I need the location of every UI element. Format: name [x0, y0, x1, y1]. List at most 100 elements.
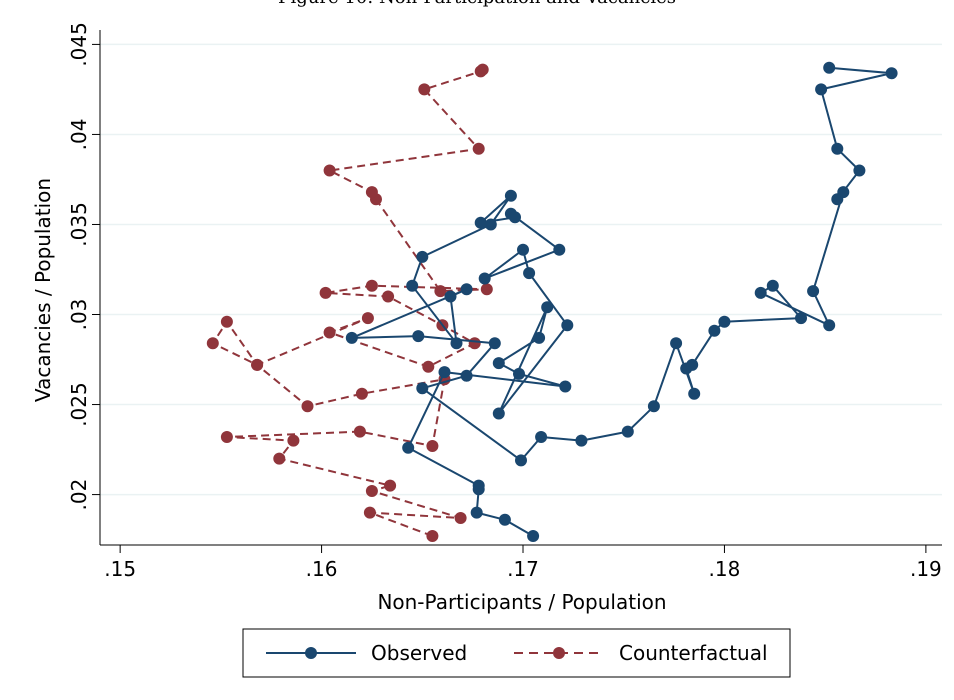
series-counterfactual-point [301, 400, 314, 413]
series-observed-point [478, 272, 491, 285]
series-observed-point [535, 431, 548, 443]
series-observed-point [488, 337, 501, 350]
series-observed-point [492, 407, 505, 420]
series-counterfactual-point [472, 142, 485, 155]
series-observed-point [402, 441, 415, 454]
series-counterfactual-point [355, 387, 368, 400]
series-observed-point [460, 369, 473, 382]
series-observed-point [504, 189, 517, 202]
series-observed-point [670, 337, 683, 350]
series-observed-point [416, 382, 429, 395]
series-observed-point [795, 312, 807, 325]
series-observed-point [807, 285, 820, 298]
series-counterfactual-point [382, 290, 395, 303]
series-observed-point [885, 67, 898, 80]
series-observed-point [523, 267, 536, 280]
legend-observed-label: Observed [371, 641, 467, 665]
series-observed-point [444, 290, 457, 303]
series-counterfactual-point [287, 434, 300, 447]
series-observed-point [621, 425, 634, 438]
series-counterfactual-point [476, 63, 489, 76]
series-observed-point [823, 319, 836, 332]
series-counterfactual-point [480, 283, 493, 296]
series-observed-point [561, 319, 574, 332]
series-counterfactual-line [211, 68, 488, 537]
series-counterfactual-point [220, 315, 233, 328]
series-observed-point [754, 286, 767, 299]
series-observed-point [527, 530, 540, 542]
series-observed-point [412, 330, 425, 343]
x-tick-label: .19 [910, 557, 942, 581]
series-counterfactual-point [365, 485, 378, 497]
x-tick-label: .18 [709, 557, 741, 581]
series-counterfactual-point [434, 285, 447, 298]
series-counterfactual-point [426, 530, 439, 542]
series-observed-point [484, 218, 497, 231]
x-tick-label: .16 [306, 557, 338, 581]
series-observed-point [831, 142, 844, 155]
series-counterfactual-point [384, 479, 397, 492]
y-axis-title: Vacancies / Population [31, 178, 55, 402]
series-observed-point [513, 367, 525, 380]
series-observed-point [460, 283, 473, 296]
series-counterfactual-point [365, 279, 378, 292]
x-axis-title: Non-Participants / Population [377, 590, 666, 614]
series-counterfactual-point [323, 326, 336, 339]
series-observed-point [450, 337, 463, 350]
series-counterfactual-point [251, 358, 264, 371]
x-tick-label: .15 [104, 557, 136, 581]
y-tick-label: .03 [67, 299, 91, 331]
series-observed-point [472, 479, 485, 492]
series-observed-point [515, 454, 527, 467]
series-observed-point [575, 434, 588, 447]
series-observed-point [533, 331, 546, 344]
series-observed-point [553, 243, 566, 256]
series-counterfactual-point [454, 512, 467, 524]
series-counterfactual-point [361, 312, 374, 325]
axes: .02 .025 .03 .035 .04 .045 .15 .16 .17 .18 .19 [67, 22, 942, 581]
series-observed-point [406, 279, 419, 292]
legend-observed-marker [305, 647, 317, 659]
series-observed-point [853, 164, 866, 177]
legend-counterfactual-marker [553, 647, 565, 659]
series-counterfactual-point [353, 425, 366, 438]
series-observed-point [688, 387, 701, 400]
series-observed-point [647, 400, 660, 413]
series-observed-point [345, 331, 358, 344]
y-tick-label: .045 [67, 22, 91, 67]
series-observed-point [498, 513, 511, 526]
series-observed-point [509, 211, 521, 224]
legend: Observed Counterfactual [242, 628, 791, 678]
series-observed-point [559, 380, 572, 393]
series-counterfactual-point [206, 337, 219, 350]
series-counterfactual-point [323, 164, 336, 177]
legend-counterfactual-label: Counterfactual [619, 641, 768, 665]
series-observed-point [492, 357, 505, 370]
series-observed-point [438, 366, 451, 379]
y-tick-label: .025 [67, 382, 91, 427]
series-counterfactual-point [468, 337, 481, 350]
series-observed-point [831, 193, 844, 206]
series-counterfactual-point [426, 440, 439, 452]
series-counterfactual-point [365, 186, 378, 199]
figure-title: Figure 10: Non-Participation and Vacanci… [0, 0, 954, 10]
series-observed-point [708, 324, 721, 337]
series-counterfactual-point [418, 83, 431, 96]
series-observed-point [718, 315, 731, 328]
series-observed-point [470, 506, 483, 519]
series-counterfactual-point [363, 506, 376, 519]
series-observed-point [416, 250, 429, 263]
y-tick-label: .02 [67, 479, 91, 511]
series-counterfactual-point [273, 452, 286, 465]
series-counterfactual-point [220, 431, 233, 443]
series-layer [206, 61, 898, 542]
series-observed-point [474, 216, 487, 229]
series-observed-point [823, 61, 836, 74]
series-observed-point [686, 358, 699, 371]
series-observed-point [815, 83, 828, 96]
series-observed-point [766, 279, 779, 292]
x-tick-label: .17 [507, 557, 539, 581]
series-observed-point [517, 243, 529, 256]
y-tick-label: .035 [67, 202, 91, 247]
